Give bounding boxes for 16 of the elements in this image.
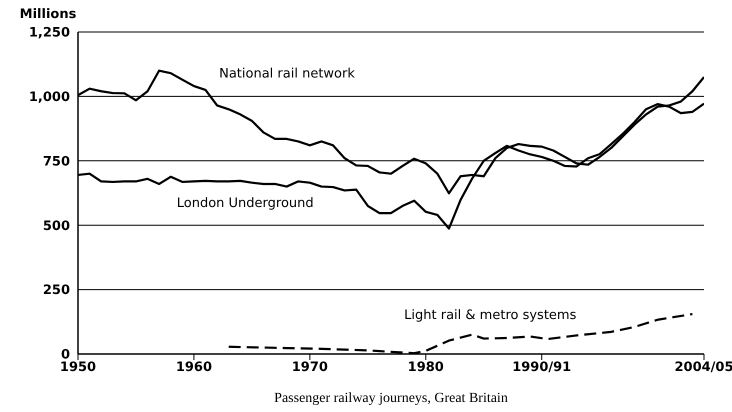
x-tick-label: 1970: [292, 360, 328, 376]
x-tick-label: 1960: [176, 360, 212, 376]
y-tick-label: 750: [42, 154, 70, 170]
x-tick-label: 1980: [408, 360, 444, 376]
series-label: National rail network: [219, 66, 356, 82]
series-label: London Underground: [176, 196, 314, 211]
x-tick-label: 1990/91: [512, 360, 572, 376]
y-tick-label: 250: [42, 283, 70, 298]
y-tick-label: 0: [60, 348, 70, 363]
series-label: Light rail & metro systems: [404, 308, 577, 324]
x-tick-label: 1950: [60, 360, 96, 376]
y-tick-label: 1,000: [28, 90, 70, 106]
x-axis-title: Passenger railway journeys, Great Britain: [274, 391, 508, 406]
y-axis-title: Millions: [20, 7, 77, 22]
y-tick-label: 1,250: [28, 26, 70, 41]
y-tick-label: 500: [42, 218, 70, 234]
